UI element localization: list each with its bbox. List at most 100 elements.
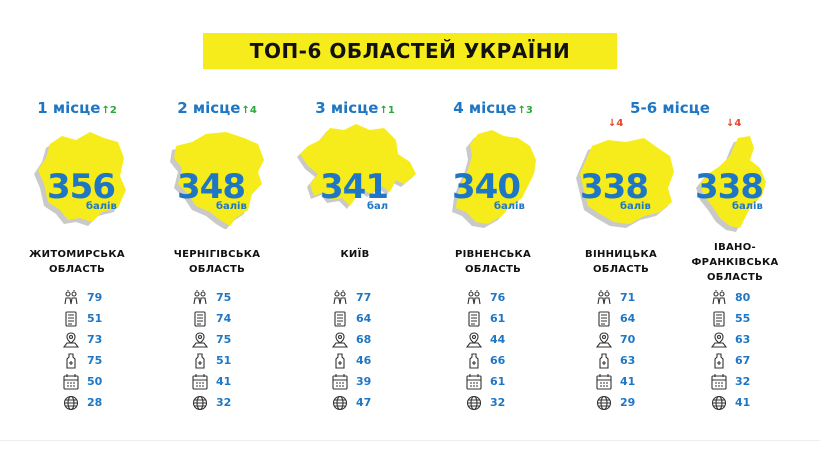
region-card-5: ↓4 338 балів ВІННИЦЬКА ОБЛАСТЬ 71 64 70 6… — [556, 0, 686, 449]
score-value: 356 — [47, 167, 116, 207]
indicator-row: 32 — [711, 371, 750, 392]
score-value: 348 — [177, 167, 246, 207]
indicator-row: 51 — [63, 308, 102, 329]
region-name: ЖИТОМИРСЬКА ОБЛАСТЬ — [29, 249, 125, 275]
indicator-row: 75 — [192, 287, 231, 308]
web-icon — [63, 395, 79, 410]
indicator-row: 55 — [711, 308, 750, 329]
rank-change-up: ↑2 — [101, 105, 117, 116]
indicator-list: 79 51 73 75 50 28 — [63, 287, 102, 413]
indicator-row: 50 — [63, 371, 102, 392]
calendar-icon — [332, 373, 348, 390]
page-title: ТОП-6 ОБЛАСТЕЙ УКРАЇНИ — [249, 39, 571, 63]
document-icon — [598, 310, 610, 327]
indicator-row: 68 — [332, 329, 371, 350]
document-icon — [65, 310, 77, 327]
indicator-row: 70 — [596, 329, 635, 350]
hygiene-icon — [469, 352, 479, 369]
footer-divider — [0, 440, 820, 441]
web-icon — [596, 395, 612, 410]
indicator-row: 32 — [466, 392, 505, 413]
region-card-3: 3 місце↑1 341 бал КИЇВ 77 64 68 46 39 47 — [290, 0, 420, 449]
indicator-list: 80 55 63 67 32 41 — [711, 287, 750, 413]
indicator-row: 46 — [332, 350, 371, 371]
hygiene-icon — [335, 352, 345, 369]
indicator-row: 67 — [711, 350, 750, 371]
calendar-icon — [192, 373, 208, 390]
rank-change-up: ↑1 — [379, 105, 395, 116]
rank-change-up: ↑3 — [517, 105, 533, 116]
score-value: 340 — [452, 167, 521, 207]
score-unit: балів — [620, 201, 651, 212]
document-icon — [194, 310, 206, 327]
zhytomyr-region-map — [34, 132, 126, 226]
rank-label: 2 місце↑4 — [177, 99, 257, 117]
medical-transport-icon — [711, 331, 727, 348]
rank-label-shared: 5-6 місце — [630, 99, 710, 117]
rank-label: 3 місце↑1 — [315, 99, 395, 117]
score-value: 338 — [695, 167, 764, 207]
region-card-2: 2 місце↑4 348 балів ЧЕРНІГІВСЬКА ОБЛАСТЬ … — [152, 0, 282, 449]
hygiene-icon — [66, 352, 76, 369]
indicator-row: 71 — [596, 287, 635, 308]
web-icon — [332, 395, 348, 410]
region-card-4: 4 місце↑3 340 балів РІВНЕНСЬКА ОБЛАСТЬ 76… — [428, 0, 558, 449]
pediatrics-icon — [597, 289, 611, 305]
indicator-row: 44 — [466, 329, 505, 350]
ivano-frankivsk-region-map — [696, 136, 766, 232]
web-icon — [192, 395, 208, 410]
medical-transport-icon — [332, 331, 348, 348]
score-unit: балів — [216, 201, 247, 212]
indicator-row: 63 — [596, 350, 635, 371]
region-name: ІВАНО- ФРАНКІВСЬКА ОБЛАСТЬ — [691, 242, 779, 283]
calendar-icon — [466, 373, 482, 390]
hygiene-icon — [195, 352, 205, 369]
indicator-list: 76 61 44 66 61 32 — [466, 287, 505, 413]
indicator-row: 76 — [466, 287, 505, 308]
pediatrics-icon — [712, 289, 726, 305]
score-unit: балів — [732, 201, 763, 212]
score-value: 338 — [580, 167, 649, 207]
indicator-row: 79 — [63, 287, 102, 308]
calendar-icon — [596, 373, 612, 390]
document-icon — [334, 310, 346, 327]
score-unit: балів — [86, 201, 117, 212]
indicator-row: 77 — [332, 287, 371, 308]
web-icon — [466, 395, 482, 410]
rank-change-up: ↑4 — [241, 105, 257, 116]
indicator-row: 51 — [192, 350, 231, 371]
indicator-row: 75 — [63, 350, 102, 371]
pediatrics-icon — [333, 289, 347, 305]
indicator-row: 41 — [596, 371, 635, 392]
indicator-row: 64 — [596, 308, 635, 329]
score-unit: бал — [367, 201, 389, 212]
rank-label: 4 місце↑3 — [453, 99, 533, 117]
indicator-row: 61 — [466, 308, 505, 329]
indicator-list: 77 64 68 46 39 47 — [332, 287, 371, 413]
score-value: 341 — [320, 167, 389, 207]
pediatrics-icon — [467, 289, 481, 305]
indicator-row: 29 — [596, 392, 635, 413]
region-name: ЧЕРНІГІВСЬКА ОБЛАСТЬ — [173, 249, 261, 275]
score-unit: балів — [494, 201, 525, 212]
kyiv-city-map — [297, 124, 416, 209]
rank-change-down: ↓4 — [726, 118, 742, 129]
rank-change-down: ↓4 — [608, 118, 624, 129]
indicator-list: 75 74 75 51 41 32 — [192, 287, 231, 413]
indicator-list: 71 64 70 63 41 29 — [596, 287, 635, 413]
hygiene-icon — [599, 352, 609, 369]
medical-transport-icon — [63, 331, 79, 348]
hygiene-icon — [714, 352, 724, 369]
calendar-icon — [63, 373, 79, 390]
indicator-row: 41 — [711, 392, 750, 413]
indicator-row: 39 — [332, 371, 371, 392]
document-icon — [713, 310, 725, 327]
pediatrics-icon — [193, 289, 207, 305]
rivne-region-map — [452, 130, 536, 228]
region-card-1: 1 місце↑2 356 балів ЖИТОМИРСЬКА ОБЛАСТЬ 7… — [22, 0, 152, 449]
indicator-row: 28 — [63, 392, 102, 413]
indicator-row: 32 — [192, 392, 231, 413]
indicator-row: 73 — [63, 329, 102, 350]
medical-transport-icon — [192, 331, 208, 348]
indicator-row: 63 — [711, 329, 750, 350]
